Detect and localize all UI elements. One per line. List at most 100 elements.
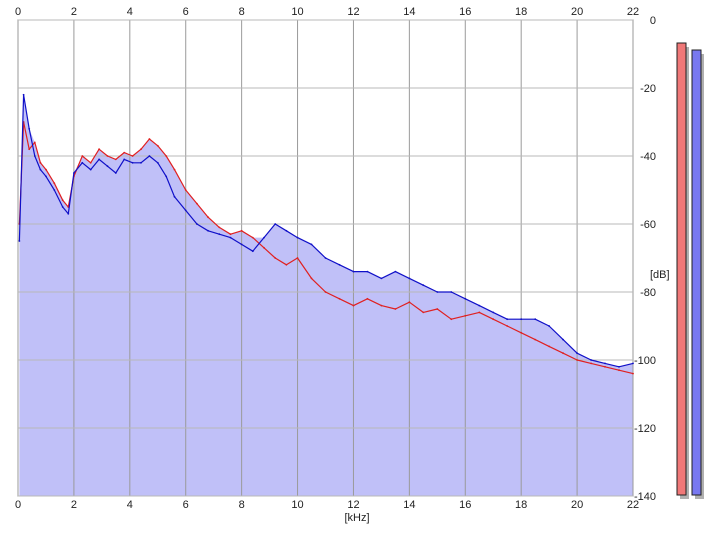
series-1-point [140,148,142,151]
x-tick-bottom: 4 [127,499,133,511]
series-1-point [28,148,31,151]
series-2-point [33,155,36,157]
series-1-point [310,277,313,280]
x-tick-top: 6 [183,6,189,18]
series-1-point [263,246,265,249]
series-2-point [18,240,21,242]
x-tick-bottom: 2 [71,499,77,511]
series-1-point [534,338,537,341]
series-2-point [492,311,495,314]
level-meter-2 [691,49,702,496]
x-tick-top: 4 [127,6,133,18]
series-1-point [492,318,495,321]
series-2-point [562,338,564,341]
series-2-point [196,223,198,225]
x-tick-bottom: 16 [459,499,471,511]
series-2-point [324,257,327,259]
series-2-point [632,362,634,365]
series-1-point [173,168,176,171]
series-1-point [366,297,369,300]
x-tick-bottom: 22 [627,499,639,511]
series-2-point [156,161,159,164]
x-tick-top: 20 [571,6,583,18]
series-1-point [156,144,159,147]
series-1-point [618,369,620,372]
series-1-point [39,161,42,164]
series-1-point [131,155,134,157]
series-1-point [98,148,100,151]
series-1-point [352,304,355,307]
series-1-point [478,311,481,314]
series-2-point [106,165,109,168]
level-meter-1 [676,42,687,496]
series-1-point [464,314,467,317]
series-2-point [366,270,369,273]
series-1-point [604,365,606,368]
series-2-point [310,243,313,246]
y-tick: -60 [640,219,656,231]
y-tick: 0 [650,15,656,27]
series-2-point [123,158,126,161]
series-1-point [33,141,36,144]
series-1-point [274,257,277,259]
series-1-point [394,308,397,310]
series-1-point [251,236,254,239]
x-tick-bottom: 6 [183,499,189,511]
series-1-point [148,138,151,140]
series-2-point [394,270,397,273]
x-tick-top: 0 [15,6,21,18]
series-1-point [450,318,453,321]
series-2-point [534,318,537,321]
series-2-point [22,93,25,96]
series-1-point [81,155,84,157]
series-2-point [380,277,383,280]
series-2-point [590,359,592,361]
series-2-point [352,270,355,273]
series-2-point [207,229,210,232]
series-2-point [548,325,550,327]
spectrum-fill-layer [19,94,634,497]
series-1-point [114,158,117,161]
series-1-point [196,202,198,205]
x-tick-bottom: 8 [239,499,245,511]
series-1-point [165,155,168,157]
tick-labels: 002244668810101212141416161818202022220-… [15,6,656,511]
series-2-point [450,291,453,293]
series-1-point [632,372,634,375]
series-2-point [296,236,299,239]
y-tick: -40 [640,151,656,163]
series-1-point [380,304,383,307]
series-2-point [184,209,187,212]
series-2-point [520,318,523,321]
y-tick: -80 [640,287,656,299]
x-axis-label: [kHz] [344,512,369,524]
series-2-point [61,206,64,208]
series-1-point [106,155,109,157]
spectrum-fill [19,94,634,497]
series-1-point [562,352,564,355]
y-axis-label: [dB] [650,269,670,281]
series-2-point [464,297,467,300]
series-1-point [240,229,243,232]
series-1-point [436,308,439,310]
series-2-point [604,362,606,365]
series-2-point [506,318,509,321]
y-tick: -100 [634,355,656,367]
x-tick-top: 8 [239,6,245,18]
x-tick-bottom: 20 [571,499,583,511]
series-1-point [285,263,288,266]
series-1-point [590,362,592,365]
series-1-point [296,257,299,259]
series-2-point [67,212,70,215]
series-2-point [436,291,439,293]
series-2-point [53,189,56,191]
x-tick-top: 18 [515,6,527,18]
series-1-point [184,189,187,191]
series-2-point [28,127,31,130]
level-meters [676,42,704,499]
series-2-point [408,277,411,280]
x-tick-top: 12 [347,6,359,18]
series-2-point [422,284,425,287]
series-2-point [251,250,254,253]
